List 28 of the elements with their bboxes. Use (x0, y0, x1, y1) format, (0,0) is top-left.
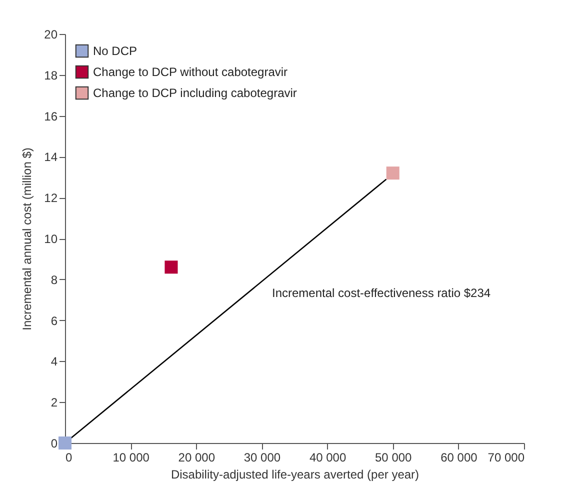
y-axis-title: Incremental annual cost (million $) (20, 148, 34, 330)
x-tick-label: 60 000 (440, 450, 478, 464)
x-axis-title: Disability-adjusted life-years averted (per year) (170, 468, 420, 482)
legend-label: Change to DCP without cabotegravir (93, 65, 288, 79)
x-tick-label: 30 000 (244, 450, 281, 464)
y-tick-label: 18 (44, 68, 58, 82)
y-tick-label: 8 (50, 272, 58, 287)
point (386, 166, 400, 180)
y-tick-label: 12 (44, 191, 58, 206)
x-tick-label: 20 000 (178, 450, 216, 464)
legend-label: Change to DCP including cabotegravir (93, 86, 297, 100)
x-tick-label: 40 000 (309, 450, 346, 464)
x-tick-label: 0 (66, 450, 72, 464)
y-tick-label: 0 (50, 436, 58, 450)
y-tick-label: 6 (50, 314, 58, 328)
x-tick-label: 70 000 (488, 450, 525, 464)
y-tick-label: 14 (44, 150, 58, 164)
y-tick-label: 4 (50, 354, 58, 369)
y-tick-label: 16 (44, 109, 58, 124)
annotation: Incremental cost-effectiveness ratio $234 (272, 286, 491, 300)
x-tick-label: 10 000 (112, 450, 150, 464)
legend-label: No DCP (93, 44, 138, 58)
point (58, 436, 72, 450)
point (164, 260, 178, 274)
y-tick-label: 20 (44, 28, 58, 42)
x-tick-label: 50 000 (375, 450, 412, 464)
y-tick-label: 10 (44, 232, 58, 246)
y-tick-label: 2 (50, 396, 58, 410)
